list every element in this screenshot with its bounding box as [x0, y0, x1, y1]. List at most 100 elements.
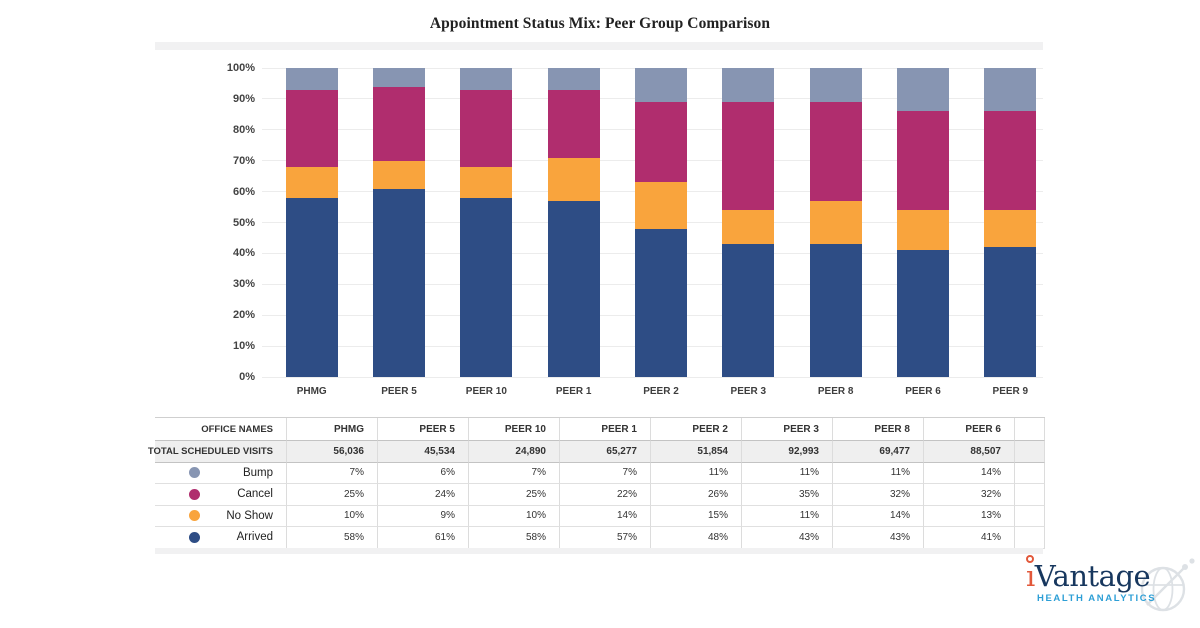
no-show-value: 13%	[924, 505, 1015, 527]
bar-peer-10[interactable]	[460, 68, 513, 377]
bump-value: 6%	[378, 462, 469, 484]
bar-segment-bump[interactable]	[285, 68, 338, 90]
empty-cell	[1015, 527, 1045, 549]
bar-segment-bump[interactable]	[547, 68, 600, 90]
bar-peer-1[interactable]	[547, 68, 600, 377]
arrived-value: 41%	[924, 527, 1015, 549]
bump-value: 11%	[742, 462, 833, 484]
cancel-value: 26%	[651, 484, 742, 506]
no-show-value: 11%	[742, 505, 833, 527]
y-tick-label: 50%	[232, 216, 255, 229]
bump-value: 14%	[924, 462, 1015, 484]
bar-segment-bump[interactable]	[460, 68, 513, 90]
total-visits-value: 65,277	[560, 441, 651, 463]
bar-segment-no-show[interactable]	[635, 182, 688, 229]
arrived-label: Arrived	[155, 527, 287, 549]
bar-peer-6[interactable]	[897, 68, 949, 377]
bar-segment-arrived[interactable]	[897, 250, 949, 377]
bar-segment-cancel[interactable]	[809, 102, 862, 201]
globe-compass-icon	[1140, 558, 1195, 612]
bar-segment-no-show[interactable]	[809, 200, 862, 245]
bar-peer-8[interactable]	[809, 68, 862, 377]
empty-cell	[1015, 484, 1045, 506]
bar-segment-bump[interactable]	[809, 68, 862, 102]
bar-segment-cancel[interactable]	[984, 111, 1037, 211]
bump-label: Bump	[155, 462, 287, 484]
legend-label: No Show	[226, 509, 273, 522]
bar-segment-arrived[interactable]	[809, 244, 862, 377]
bar-peer-9[interactable]	[984, 68, 1037, 377]
bar-segment-no-show[interactable]	[460, 166, 513, 198]
bar-peer-5[interactable]	[373, 68, 426, 377]
total-visits-value: 88,507	[924, 441, 1015, 463]
bar-segment-arrived[interactable]	[460, 197, 513, 377]
bar-segment-cancel[interactable]	[547, 89, 600, 158]
bar-segment-no-show[interactable]	[722, 210, 775, 245]
office-name-value: PEER 8	[833, 418, 924, 441]
bar-segment-arrived[interactable]	[722, 244, 775, 377]
appointment-status-table: OFFICE NAMES PHMG PEER 5 PEER 10 PEER 1 PEER …	[148, 417, 1045, 549]
gridline-100%	[262, 67, 1043, 69]
legend-dot-arrived	[189, 531, 200, 543]
x-axis-label-peer-6: PEER 6	[905, 386, 941, 397]
cancel-value: 24%	[378, 484, 469, 506]
x-axis-label-peer-5: PEER 5	[381, 386, 417, 397]
no-show-value: 15%	[651, 505, 742, 527]
bar-segment-arrived[interactable]	[547, 200, 600, 377]
bar-segment-bump[interactable]	[373, 68, 426, 87]
bar-segment-bump[interactable]	[984, 68, 1037, 112]
empty-cell	[1015, 418, 1045, 441]
brand-wordmark: ıVantage	[1026, 555, 1196, 591]
legend-dot-no-show	[189, 510, 200, 522]
no-show-value: 10%	[469, 505, 560, 527]
bar-segment-bump[interactable]	[635, 68, 688, 102]
cancel-value: 35%	[742, 484, 833, 506]
bar-segment-arrived[interactable]	[984, 247, 1037, 377]
legend-label: Cancel	[237, 488, 273, 501]
bar-segment-cancel[interactable]	[285, 89, 338, 167]
office-name-value: PHMG	[287, 418, 378, 441]
arrived-value: 43%	[833, 527, 924, 549]
cancel-value: 22%	[560, 484, 651, 506]
bump-value: 11%	[833, 462, 924, 484]
bar-peer-2[interactable]	[635, 68, 688, 377]
bar-segment-bump[interactable]	[722, 68, 775, 102]
total-visits-value: 24,890	[469, 441, 560, 463]
x-axis-labels: PHMG PEER 5 PEER 10 PEER 1 PEER 2 PEER 3 PEER …	[155, 386, 1045, 400]
y-tick-label: 0%	[239, 371, 255, 383]
bar-segment-arrived[interactable]	[635, 228, 688, 377]
ivantage-logo: ıVantage HEALTH ANALYTICS	[1026, 555, 1196, 622]
gridline-0%	[262, 376, 1043, 378]
bar-segment-arrived[interactable]	[285, 197, 338, 377]
bar-phmg[interactable]	[285, 68, 338, 377]
legend-dot-cancel	[189, 488, 200, 500]
bar-segment-cancel[interactable]	[897, 111, 949, 211]
i-dot-ring-icon	[1026, 555, 1034, 563]
bar-segment-no-show[interactable]	[373, 160, 426, 189]
office-name-value: PEER 5	[378, 418, 469, 441]
no-show-value: 10%	[287, 505, 378, 527]
arrived-value: 48%	[651, 527, 742, 549]
no-show-value: 9%	[378, 505, 469, 527]
bar-peer-3[interactable]	[722, 68, 775, 377]
bar-segment-cancel[interactable]	[635, 102, 688, 183]
bump-value: 7%	[560, 462, 651, 484]
bar-segment-arrived[interactable]	[373, 188, 426, 377]
bar-segment-cancel[interactable]	[722, 102, 775, 211]
x-axis-label-phmg: PHMG	[296, 386, 327, 397]
bar-segment-no-show[interactable]	[547, 157, 600, 201]
bar-segment-no-show[interactable]	[285, 166, 338, 198]
bar-segment-cancel[interactable]	[373, 86, 426, 161]
bar-segment-bump[interactable]	[897, 68, 949, 112]
chart-title: Appointment Status Mix: Peer Group Compa…	[429, 15, 771, 32]
y-tick-label: 10%	[232, 340, 255, 353]
stacked-bar-plot-area: 0% 10% 20% 30% 40% 50% 60% 70% 80% 90% 100%	[155, 62, 1045, 383]
bar-segment-cancel[interactable]	[460, 89, 513, 167]
total-visits-value: 51,854	[651, 441, 742, 463]
bar-segment-no-show[interactable]	[897, 210, 949, 251]
y-tick-label: 30%	[232, 278, 255, 291]
total-visits-value: 56,036	[287, 441, 378, 463]
cancel-value: 32%	[924, 484, 1015, 506]
total-visits-value: 92,993	[742, 441, 833, 463]
bar-segment-no-show[interactable]	[984, 210, 1037, 248]
